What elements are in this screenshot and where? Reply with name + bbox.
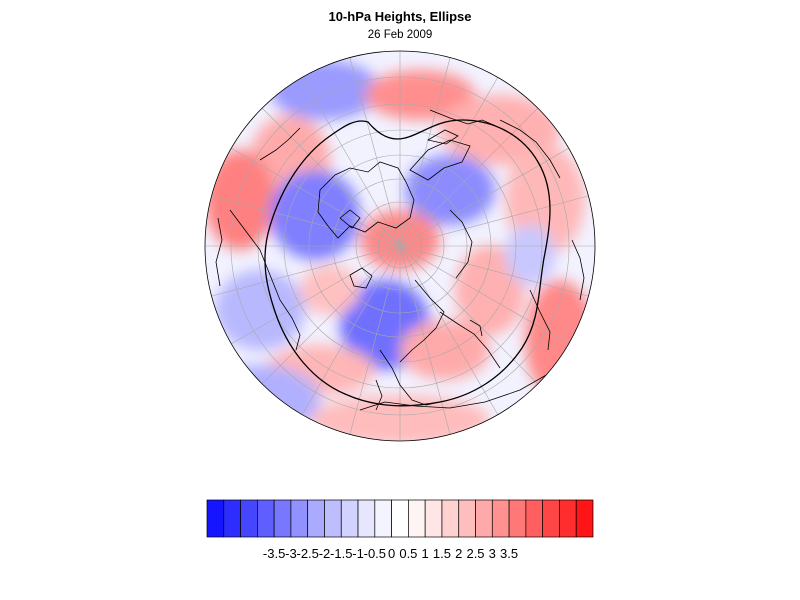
- colorbar-tick-labels: -3.5 -3 -2.5 -2 -1.5 -1 -0.5 0 0.5 1 1.5 2 2.5 3 3.5: [263, 546, 518, 561]
- colorbar-tick-label: 1.5: [433, 546, 451, 561]
- colorbar-tick-label: -2: [319, 546, 331, 561]
- colorbar-swatch: [508, 499, 527, 538]
- colorbar-swatch: [307, 499, 325, 538]
- colorbar-tick-label: 2: [455, 546, 462, 561]
- colorbar: -3.5 -3 -2.5 -2 -1.5 -1 -0.5 0 0.5 1 1.5 2 2.5 3 3.5: [206, 499, 594, 561]
- colorbar-swatch: [340, 499, 359, 538]
- ellipse-contour: [264, 119, 551, 407]
- map-title: 10-hPa Heights, Ellipse: [328, 9, 472, 24]
- colorbar-tick-label: -1.5: [330, 546, 352, 561]
- colorbar-swatch: [223, 499, 241, 538]
- polar-stereographic-map: [204, 50, 596, 442]
- meridian-lines: [205, 51, 595, 441]
- map-date: 26 Feb 2009: [367, 29, 433, 41]
- colorbar-swatch: [475, 499, 493, 538]
- colorbar-tick-label: 2.5: [466, 546, 484, 561]
- colorbar-tick-label: -0.5: [364, 546, 386, 561]
- colorbar-swatch: [391, 499, 409, 538]
- colorbar-tick-label: 3.5: [500, 546, 518, 561]
- colorbar-swatch: [357, 499, 376, 538]
- colorbar-swatch: [240, 499, 258, 538]
- colorbar-swatch: [424, 499, 443, 538]
- colorbar-swatch: [542, 499, 560, 538]
- colorbar-swatch: [256, 499, 275, 538]
- colorbar-swatch: [559, 499, 577, 538]
- colorbar-swatch: [408, 499, 426, 538]
- colorbar-swatch: [374, 499, 392, 538]
- colorbar-tick-label: -2.5: [296, 546, 318, 561]
- colorbar-swatch: [441, 499, 460, 538]
- colorbar-tick-label: 0.5: [399, 546, 417, 561]
- colorbar-swatch: [290, 499, 309, 538]
- colorbar-swatches: [206, 499, 594, 538]
- coastlines: [215, 109, 585, 411]
- colorbar-swatch: [324, 499, 342, 538]
- colorbar-tick-label: 1: [422, 546, 429, 561]
- colorbar-swatch: [458, 499, 476, 538]
- map-boundary: [204, 50, 596, 442]
- colorbar-tick-label: -1: [352, 546, 364, 561]
- colorbar-swatch: [575, 499, 594, 538]
- colorbar-tick-label: 0: [388, 546, 395, 561]
- colorbar-swatch: [491, 499, 510, 538]
- colorbar-tick-label: 3: [489, 546, 496, 561]
- colorbar-tick-label: -3.5: [263, 546, 285, 561]
- colorbar-tick-label: -3: [285, 546, 297, 561]
- colorbar-swatch: [273, 499, 292, 538]
- colorbar-swatch: [525, 499, 543, 538]
- colorbar-swatch: [206, 499, 225, 538]
